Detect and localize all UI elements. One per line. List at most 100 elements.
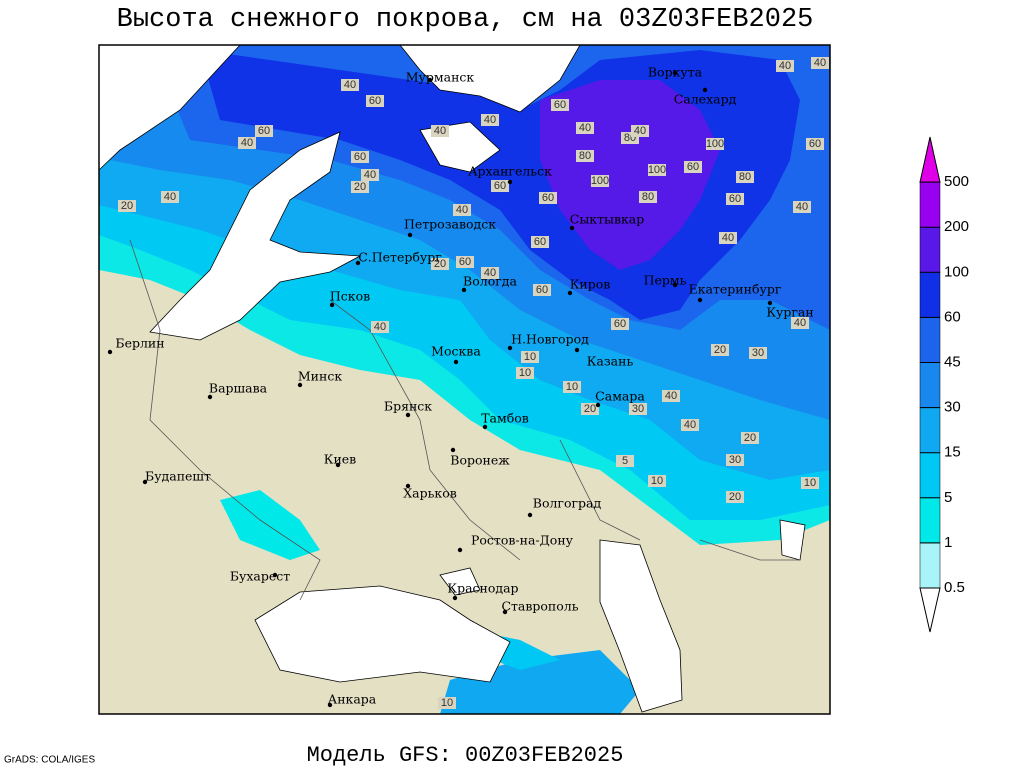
contour-label-box xyxy=(453,204,471,216)
sea xyxy=(779,519,806,561)
city-label: Киев xyxy=(324,452,356,467)
contour-label: 5 xyxy=(622,455,628,467)
city-dot xyxy=(297,382,303,388)
contour-label: 60 xyxy=(614,318,626,330)
city-label: Н.Новгород xyxy=(511,332,589,347)
border xyxy=(129,239,321,601)
contour-label-box xyxy=(431,258,449,270)
contour-label-box xyxy=(371,321,389,333)
contour-label-box xyxy=(811,57,829,69)
contour-label: 40 xyxy=(684,419,696,431)
contour-label: 40 xyxy=(722,232,734,244)
contour-label: 20 xyxy=(434,258,446,270)
sea xyxy=(599,539,683,713)
contour-label-box xyxy=(521,351,539,363)
colorbar-label: 1 xyxy=(944,534,952,551)
city-label: Бухарест xyxy=(230,569,290,584)
contour-label: 40 xyxy=(374,321,386,333)
contour-label-box xyxy=(726,193,744,205)
contour-label: 10 xyxy=(651,475,663,487)
city-dot xyxy=(767,300,773,306)
contour-label-box xyxy=(456,256,474,268)
contour-label-box xyxy=(431,125,449,137)
contour-label-box xyxy=(438,697,456,709)
contour-label: 40 xyxy=(579,122,591,134)
contour-label: 60 xyxy=(369,95,381,107)
sea xyxy=(149,131,362,341)
contour-label: 10 xyxy=(441,697,453,709)
credit: GrADS: COLA/IGES xyxy=(4,755,95,766)
contour-label-box xyxy=(662,390,680,402)
contour-label: 20 xyxy=(121,200,133,212)
city-label: Курган xyxy=(766,305,813,320)
contour-label: 10 xyxy=(804,477,816,489)
contour-label-box xyxy=(531,236,549,248)
contour-label-box xyxy=(706,138,724,150)
contour-label: 60 xyxy=(809,138,821,150)
colorbar-label: 30 xyxy=(944,399,961,416)
contour-label: 30 xyxy=(729,454,741,466)
border xyxy=(559,439,641,541)
city-label: С.Петербург xyxy=(358,250,442,265)
city-dot xyxy=(142,479,148,485)
contour-label-box xyxy=(481,267,499,279)
colorbar-band xyxy=(919,452,941,499)
contour-label-box xyxy=(806,138,824,150)
contour-label: 40 xyxy=(794,317,806,329)
contour-label: 40 xyxy=(241,137,253,149)
contour-label: 80 xyxy=(579,150,591,162)
contour-label: 40 xyxy=(484,267,496,279)
contour-label-box xyxy=(648,164,666,176)
contour-label: 60 xyxy=(258,125,270,137)
contour-label-box xyxy=(616,455,634,467)
colorbar-label: 0.5 xyxy=(944,579,965,596)
contour-label: 20 xyxy=(729,491,741,503)
contour-label: 40 xyxy=(364,169,376,181)
contour-label: 40 xyxy=(344,79,356,91)
contour-label-box xyxy=(726,454,744,466)
city-dot xyxy=(569,225,575,231)
contour-label-box xyxy=(539,192,557,204)
city-dot xyxy=(507,179,513,185)
contour-label-box xyxy=(749,347,767,359)
colorbar-band xyxy=(919,542,941,589)
city-label: Вологда xyxy=(463,274,517,289)
contour-label: 60 xyxy=(542,192,554,204)
city-dot xyxy=(527,512,533,518)
contour-label-box xyxy=(591,175,609,187)
city-label: Пермь xyxy=(644,273,687,288)
city-label: Салехард xyxy=(674,92,737,107)
city-dot xyxy=(453,359,459,365)
contour-label-box xyxy=(576,150,594,162)
contour-label-box xyxy=(793,201,811,213)
contour-label: 10 xyxy=(519,367,531,379)
city-label: Минск xyxy=(298,369,342,384)
contour-label: 30 xyxy=(632,403,644,415)
colorbar-label: 100 xyxy=(944,263,969,280)
contour-label-box xyxy=(255,125,273,137)
title: Высота снежного покрова, см на 03Z03FEB2… xyxy=(117,5,814,35)
city-label: Анкара xyxy=(328,692,377,707)
contour-label-box xyxy=(711,344,729,356)
colorbar-band xyxy=(919,272,941,318)
city-label: Москва xyxy=(431,344,481,359)
contour-label-box xyxy=(629,403,647,415)
city-dot xyxy=(427,77,433,83)
sea xyxy=(99,45,241,171)
contour-label-box xyxy=(581,403,599,415)
contour-label-box xyxy=(533,284,551,296)
city-label: Архангельск xyxy=(468,164,552,179)
city-label: Тамбов xyxy=(481,411,529,426)
contour-label-box xyxy=(736,171,754,183)
city-dot xyxy=(327,702,333,708)
contour-label: 100 xyxy=(648,164,666,176)
city-dot xyxy=(355,260,361,266)
contour-label-box xyxy=(351,151,369,163)
city-label: Ставрополь xyxy=(501,599,578,614)
contour-label-box xyxy=(341,79,359,91)
contour-label: 20 xyxy=(584,403,596,415)
contour-label-box xyxy=(361,169,379,181)
contour-label-box xyxy=(491,180,509,192)
city-dot xyxy=(672,70,678,76)
